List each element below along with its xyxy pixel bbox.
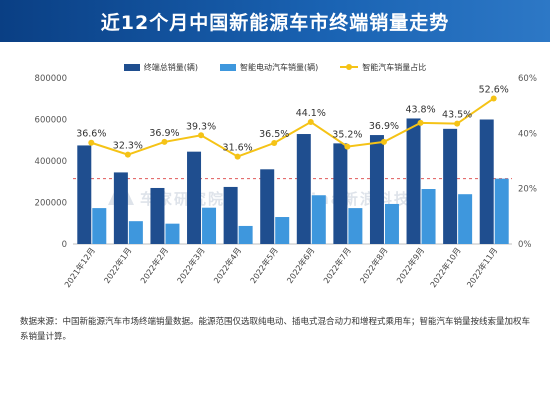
bar-total-sales	[187, 151, 202, 244]
bar-smart-sales	[311, 195, 326, 244]
y-right-tick-label: 40%	[518, 129, 537, 139]
x-tick-label: 2022年2月	[138, 245, 170, 285]
point-smart-ratio	[198, 132, 205, 139]
y-right-tick-label: 0%	[518, 240, 532, 250]
bar-smart-sales	[348, 208, 363, 244]
bar-total-sales	[260, 169, 275, 244]
data-label-ratio: 43.5%	[442, 110, 472, 121]
data-label-ratio: 44.1%	[296, 108, 326, 119]
data-label-ratio: 36.5%	[259, 129, 289, 140]
y-right-tick-label: 20%	[518, 185, 537, 195]
data-label-ratio: 31.6%	[223, 143, 253, 154]
bar-smart-sales	[384, 203, 399, 244]
x-tick-label: 2022年3月	[175, 245, 207, 285]
legend-swatch-total	[123, 63, 140, 71]
point-smart-ratio	[454, 120, 461, 127]
bar-smart-sales	[202, 207, 217, 244]
y-left-tick-label: 600000	[35, 116, 67, 126]
x-tick-label: 2022年8月	[358, 245, 390, 285]
data-label-ratio: 52.6%	[479, 84, 509, 95]
bar-smart-sales	[275, 217, 290, 244]
point-smart-ratio	[490, 95, 497, 102]
x-tick-label: 2022年6月	[284, 245, 316, 285]
bar-smart-sales	[238, 225, 253, 244]
bar-total-sales	[113, 172, 128, 244]
point-smart-ratio	[307, 118, 314, 125]
point-smart-ratio	[88, 139, 95, 146]
legend-swatch-smart	[220, 63, 236, 71]
x-tick-label: 2022年1月	[102, 245, 134, 285]
bar-smart-sales	[494, 178, 509, 244]
chart-title: 近12个月中国新能源车市终端销量走势	[0, 0, 550, 42]
x-tick-label: 2022年10月	[428, 245, 463, 289]
point-smart-ratio	[124, 151, 131, 158]
data-label-ratio: 36.6%	[76, 129, 106, 140]
x-tick-label: 2022年7月	[321, 245, 353, 285]
y-left-tick-label: 0	[62, 240, 67, 250]
x-tick-label: 2022年4月	[211, 245, 243, 285]
y-left-tick-label: 800000	[35, 74, 67, 84]
data-label-ratio: 35.2%	[332, 129, 362, 140]
x-tick-label: 2022年9月	[394, 245, 426, 285]
legend: 终端总销量(辆) 智能电动汽车销量(辆) 智能汽车销量占比	[0, 60, 550, 74]
data-label-ratio: 32.3%	[113, 141, 143, 152]
chart-canvas: 0 200000 400000 600000 800000 0% 20% 40% 60% 36.6…	[35, 74, 537, 289]
point-smart-ratio	[234, 153, 241, 160]
x-tick-label: 2021年12月	[62, 245, 97, 289]
legend-label-ratio: 智能汽车销量占比	[362, 62, 427, 72]
legend-label-smart: 智能电动汽车销量(辆)	[240, 62, 319, 72]
legend-swatch-ratio	[340, 63, 359, 71]
legend-item-ratio: 智能汽车销量占比	[340, 62, 426, 73]
bar-smart-sales	[421, 189, 436, 244]
legend-item-smart: 智能电动汽车销量(辆)	[220, 62, 318, 73]
bar-smart-sales	[92, 208, 107, 244]
bar-smart-sales	[458, 194, 473, 244]
data-source-note: 数据来源：中国新能源汽车市场终端销量数据。能源范围仅选取纯电动、插电式混合动力和…	[20, 317, 531, 342]
bar-smart-sales	[165, 223, 180, 244]
point-smart-ratio	[417, 119, 424, 126]
y-left-tick-label: 200000	[35, 199, 67, 209]
bar-total-sales	[223, 186, 238, 244]
data-label-ratio: 36.9%	[149, 128, 179, 139]
x-tick-label: 2022年11月	[464, 245, 499, 289]
point-smart-ratio	[161, 138, 168, 145]
line-smart-ratio	[90, 97, 495, 158]
bar-total-sales	[479, 119, 494, 244]
point-smart-ratio	[344, 143, 351, 150]
y-right-tick-label: 60%	[518, 74, 537, 84]
bar-total-sales	[443, 128, 458, 244]
point-smart-ratio	[380, 138, 387, 145]
legend-label-total: 终端总销量(辆)	[143, 62, 198, 72]
bar-total-sales	[333, 143, 348, 244]
data-label-ratio: 39.3%	[186, 121, 216, 132]
y-left-tick-label: 400000	[35, 157, 67, 167]
x-tick-label: 2022年5月	[248, 245, 280, 285]
bar-total-sales	[150, 187, 165, 244]
point-smart-ratio	[271, 140, 278, 147]
bar-total-sales	[77, 145, 92, 244]
data-label-ratio: 43.8%	[405, 104, 435, 115]
data-label-ratio: 36.9%	[369, 121, 399, 132]
legend-item-total: 终端总销量(辆)	[123, 62, 198, 73]
bar-total-sales	[296, 134, 311, 244]
bar-total-sales	[406, 118, 421, 244]
bar-total-sales	[369, 135, 384, 244]
bar-smart-sales	[128, 221, 143, 244]
